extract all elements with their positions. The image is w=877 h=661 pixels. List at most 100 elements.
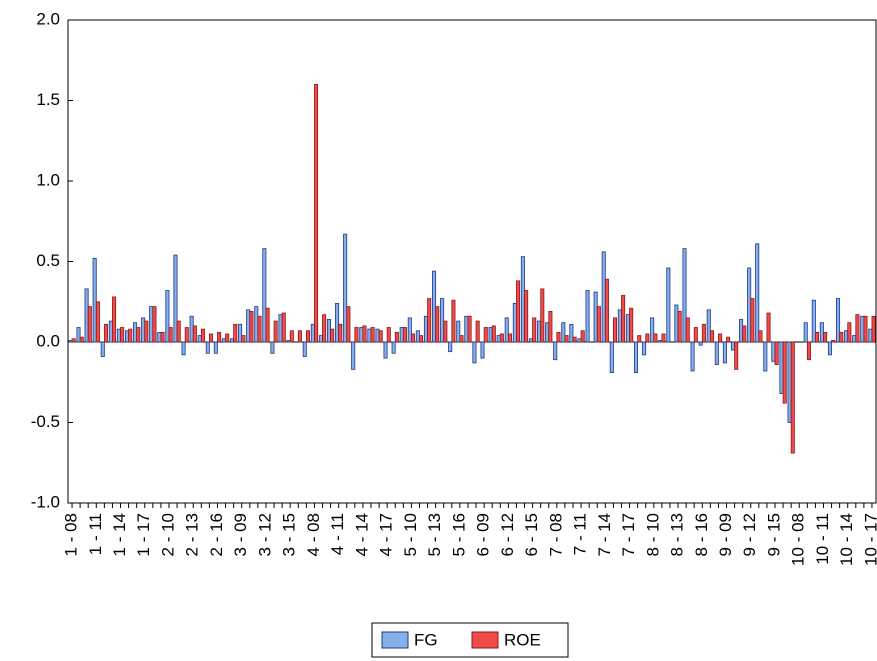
x-tick-label: 1 - 11 (86, 513, 105, 555)
bar (289, 330, 294, 343)
x-tick-label: 6 - 09 (474, 513, 493, 556)
bar (456, 320, 461, 343)
bar (241, 335, 246, 343)
bar (92, 257, 97, 343)
bar (569, 323, 574, 343)
bar (540, 288, 545, 343)
bar (512, 302, 517, 343)
bar (650, 317, 655, 343)
bar (370, 327, 375, 343)
x-tick-label: 10 - 17 (861, 513, 877, 566)
x-tick-label: 5 - 13 (425, 513, 444, 556)
bar (346, 306, 351, 343)
x-tick-label: 7 - 11 (571, 513, 590, 555)
bar (95, 301, 100, 343)
bar (855, 314, 860, 343)
legend-swatch (381, 631, 409, 649)
bar (124, 330, 129, 343)
x-tick-label: 4 - 14 (352, 513, 371, 556)
bar (556, 331, 561, 343)
bar (823, 331, 828, 343)
bar (661, 333, 666, 343)
bar (221, 338, 226, 343)
bar (750, 298, 755, 343)
y-tick-label: 1.5 (36, 90, 60, 109)
bar (265, 307, 270, 343)
bar (836, 298, 841, 343)
bar (730, 341, 735, 351)
bar (507, 333, 512, 343)
bar (176, 320, 181, 343)
bar (682, 248, 687, 343)
bar (378, 330, 383, 343)
bar (451, 299, 456, 343)
bar (375, 328, 380, 343)
bar (286, 339, 291, 343)
x-tick-label: 4 - 08 (304, 513, 323, 556)
bar (141, 317, 146, 343)
x-tick-label: 1 - 14 (110, 513, 129, 556)
bar (480, 341, 485, 359)
x-tick-label: 4 - 11 (328, 513, 347, 555)
bar (208, 333, 214, 343)
bar (617, 309, 622, 343)
bar (103, 323, 108, 343)
bar (601, 251, 606, 343)
bar (467, 315, 472, 343)
bar (68, 339, 73, 343)
bar (233, 323, 238, 343)
bar (491, 325, 496, 343)
bar (766, 312, 771, 343)
bar (200, 328, 205, 343)
legend-label: ROE (504, 630, 541, 649)
y-tick-label: 0.5 (36, 251, 60, 270)
bar (827, 341, 832, 356)
x-tick-label: 8 - 13 (668, 513, 687, 556)
bar (314, 84, 319, 343)
bar (249, 311, 254, 343)
bar (330, 328, 335, 343)
bar (839, 331, 844, 343)
bar (120, 327, 125, 343)
y-tick-label: 1.0 (36, 170, 60, 189)
bar (642, 341, 647, 356)
bar (815, 331, 820, 343)
bar (787, 341, 792, 423)
bar (475, 320, 480, 343)
bar (763, 341, 768, 372)
bar (714, 341, 719, 365)
bar (322, 314, 327, 343)
bar (771, 341, 776, 362)
bar (213, 341, 218, 354)
bar (852, 335, 857, 343)
bar (399, 327, 404, 343)
bar (144, 320, 149, 343)
bar (504, 317, 509, 343)
bar (112, 296, 117, 343)
bar (726, 336, 731, 343)
bar (666, 267, 671, 343)
bar (561, 322, 566, 343)
bar (718, 333, 723, 343)
bar (790, 341, 795, 454)
bar (819, 322, 824, 343)
bar (157, 331, 162, 343)
bar (693, 327, 698, 343)
x-tick-label: 1 - 17 (134, 513, 153, 556)
bar (335, 302, 340, 343)
bar (553, 341, 558, 361)
bar (871, 315, 876, 343)
bar (238, 323, 243, 343)
bar (302, 341, 307, 357)
bar (197, 335, 202, 343)
x-tick-label: 1 - 08 (62, 513, 81, 556)
bar (532, 317, 537, 343)
bar (419, 335, 424, 343)
bar (734, 341, 739, 370)
bar (722, 341, 727, 364)
bar (621, 294, 626, 343)
y-tick-label: 0.0 (36, 331, 60, 350)
bar (637, 335, 642, 343)
bar (386, 327, 391, 343)
